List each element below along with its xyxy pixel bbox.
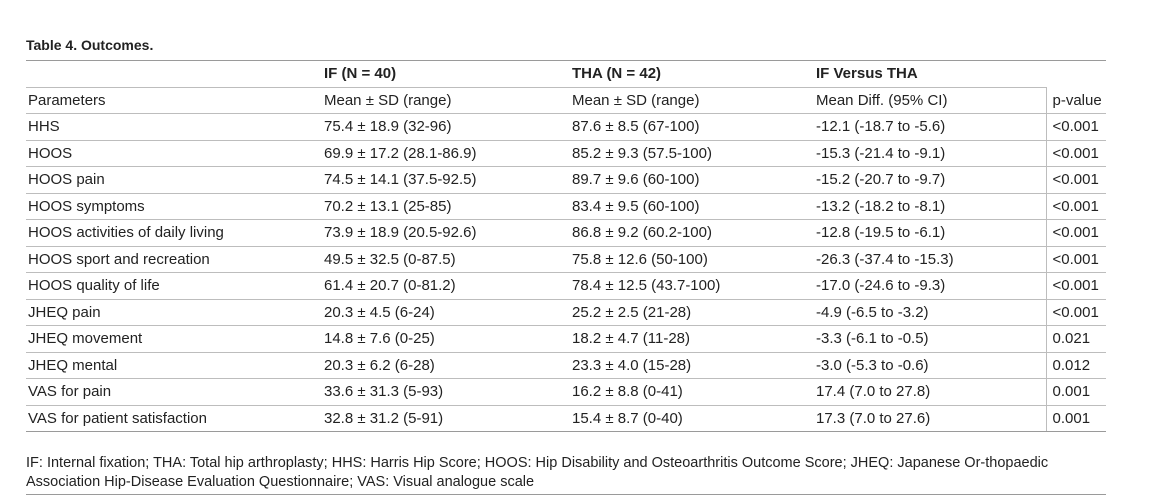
table-row: HOOS quality of life 61.4 ± 20.7 (0-81.2)… [26, 272, 1106, 300]
table-row: VAS for pain 33.6 ± 31.3 (5-93) 16.2 ± 8.8… [26, 378, 1106, 406]
cell-tha: 78.4 ± 12.5 (43.7-100) [570, 272, 814, 300]
cell-parameter: HHS [26, 113, 322, 141]
cell-diff: -15.3 (-21.4 to -9.1) [814, 140, 1046, 167]
column-header-parameters: Parameters [26, 87, 322, 114]
cell-if: 74.5 ± 14.1 (37.5-92.5) [322, 166, 570, 194]
cell-p-value: <0.001 [1045, 113, 1106, 141]
cell-parameter: HOOS [26, 140, 322, 167]
cell-diff: -17.0 (-24.6 to -9.3) [814, 272, 1046, 300]
table-row: HOOS sport and recreation 49.5 ± 32.5 (0-… [26, 246, 1106, 273]
cell-tha: 75.8 ± 12.6 (50-100) [570, 246, 814, 273]
cell-tha: 23.3 ± 4.0 (15-28) [570, 352, 814, 379]
cell-if: 49.5 ± 32.5 (0-87.5) [322, 246, 570, 273]
cell-parameter: VAS for patient satisfaction [26, 405, 322, 432]
cell-diff: 17.4 (7.0 to 27.8) [814, 378, 1046, 406]
cell-parameter: HOOS sport and recreation [26, 246, 322, 273]
cell-parameter: HOOS pain [26, 166, 322, 194]
group-header-diff: IF Versus THA [814, 60, 1046, 88]
cell-p-value: 0.001 [1045, 405, 1106, 432]
cell-p-value: 0.001 [1045, 378, 1106, 406]
table-row: HOOS 69.9 ± 17.2 (28.1-86.9) 85.2 ± 9.3 (5… [26, 140, 1106, 167]
cell-tha: 15.4 ± 8.7 (0-40) [570, 405, 814, 432]
table-footnote: IF: Internal fixation; THA: Total hip ar… [26, 454, 1106, 495]
cell-tha: 83.4 ± 9.5 (60-100) [570, 193, 814, 220]
table-body: HHS 75.4 ± 18.9 (32-96) 87.6 ± 8.5 (67-100… [26, 113, 1106, 432]
cell-if: 73.9 ± 18.9 (20.5-92.6) [322, 219, 570, 247]
column-header-diff: Mean Diff. (95% CI) [814, 87, 1046, 114]
cell-parameter: JHEQ movement [26, 325, 322, 353]
cell-p-value: <0.001 [1045, 219, 1106, 247]
column-header-p-value: p-value [1045, 87, 1106, 114]
cell-if: 75.4 ± 18.9 (32-96) [322, 113, 570, 141]
cell-p-value: <0.001 [1045, 299, 1106, 326]
cell-diff: -4.9 (-6.5 to -3.2) [814, 299, 1046, 326]
cell-if: 32.8 ± 31.2 (5-91) [322, 405, 570, 432]
cell-p-value: <0.001 [1045, 246, 1106, 273]
cell-tha: 89.7 ± 9.6 (60-100) [570, 166, 814, 194]
table-caption: Table 4. Outcomes. [26, 37, 154, 53]
table-row: JHEQ mental 20.3 ± 6.2 (6-28) 23.3 ± 4.0 (… [26, 352, 1106, 379]
table-row: JHEQ movement 14.8 ± 7.6 (0-25) 18.2 ± 4.7… [26, 325, 1106, 353]
cell-diff: -12.1 (-18.7 to -5.6) [814, 113, 1046, 141]
cell-tha: 25.2 ± 2.5 (21-28) [570, 299, 814, 326]
cell-diff: -13.2 (-18.2 to -8.1) [814, 193, 1046, 220]
cell-if: 61.4 ± 20.7 (0-81.2) [322, 272, 570, 300]
cell-p-value: 0.012 [1045, 352, 1106, 379]
cell-parameter: JHEQ mental [26, 352, 322, 379]
cell-tha: 85.2 ± 9.3 (57.5-100) [570, 140, 814, 167]
cell-parameter: HOOS quality of life [26, 272, 322, 300]
cell-p-value: <0.001 [1045, 140, 1106, 167]
table-container: Table 4. Outcomes. IF (N = 40) THA (N = … [26, 36, 1106, 495]
outcomes-table: IF (N = 40) THA (N = 42) IF Versus THA P… [26, 60, 1106, 432]
cell-tha: 18.2 ± 4.7 (11-28) [570, 325, 814, 353]
table-row: HOOS activities of daily living 73.9 ± 18… [26, 219, 1106, 247]
column-header-tha: Mean ± SD (range) [570, 87, 814, 114]
cell-if: 20.3 ± 4.5 (6-24) [322, 299, 570, 326]
group-header-empty [26, 60, 322, 88]
column-header-row: Parameters Mean ± SD (range) Mean ± SD (… [26, 87, 1106, 114]
cell-tha: 87.6 ± 8.5 (67-100) [570, 113, 814, 141]
cell-if: 20.3 ± 6.2 (6-28) [322, 352, 570, 379]
group-header-if: IF (N = 40) [322, 60, 570, 88]
group-header-empty-p [1046, 60, 1106, 87]
table-row: VAS for patient satisfaction 32.8 ± 31.2 … [26, 405, 1106, 432]
cell-if: 69.9 ± 17.2 (28.1-86.9) [322, 140, 570, 167]
table-row: HOOS pain 74.5 ± 14.1 (37.5-92.5) 89.7 ± 9… [26, 166, 1106, 194]
group-header-tha: THA (N = 42) [570, 60, 814, 88]
table-row: HHS 75.4 ± 18.9 (32-96) 87.6 ± 8.5 (67-100… [26, 113, 1106, 141]
cell-if: 70.2 ± 13.1 (25-85) [322, 193, 570, 220]
cell-p-value: <0.001 [1045, 272, 1106, 300]
cell-parameter: HOOS activities of daily living [26, 219, 322, 247]
column-header-if: Mean ± SD (range) [322, 87, 570, 114]
cell-tha: 86.8 ± 9.2 (60.2-100) [570, 219, 814, 247]
table-header: IF (N = 40) THA (N = 42) IF Versus THA P… [26, 60, 1106, 114]
table-row: JHEQ pain 20.3 ± 4.5 (6-24) 25.2 ± 2.5 (21… [26, 299, 1106, 326]
cell-if: 33.6 ± 31.3 (5-93) [322, 378, 570, 406]
cell-parameter: HOOS symptoms [26, 193, 322, 220]
cell-diff: -3.0 (-5.3 to -0.6) [814, 352, 1046, 379]
cell-parameter: JHEQ pain [26, 299, 322, 326]
cell-if: 14.8 ± 7.6 (0-25) [322, 325, 570, 353]
cell-p-value: <0.001 [1045, 166, 1106, 194]
table-row: HOOS symptoms 70.2 ± 13.1 (25-85) 83.4 ± 9… [26, 193, 1106, 220]
cell-p-value: 0.021 [1045, 325, 1106, 353]
cell-tha: 16.2 ± 8.8 (0-41) [570, 378, 814, 406]
cell-p-value: <0.001 [1045, 193, 1106, 220]
cell-diff: 17.3 (7.0 to 27.6) [814, 405, 1046, 432]
cell-diff: -12.8 (-19.5 to -6.1) [814, 219, 1046, 247]
cell-parameter: VAS for pain [26, 378, 322, 406]
cell-diff: -26.3 (-37.4 to -15.3) [814, 246, 1046, 273]
group-header-row: IF (N = 40) THA (N = 42) IF Versus THA [26, 60, 1106, 88]
cell-diff: -15.2 (-20.7 to -9.7) [814, 166, 1046, 194]
cell-diff: -3.3 (-6.1 to -0.5) [814, 325, 1046, 353]
